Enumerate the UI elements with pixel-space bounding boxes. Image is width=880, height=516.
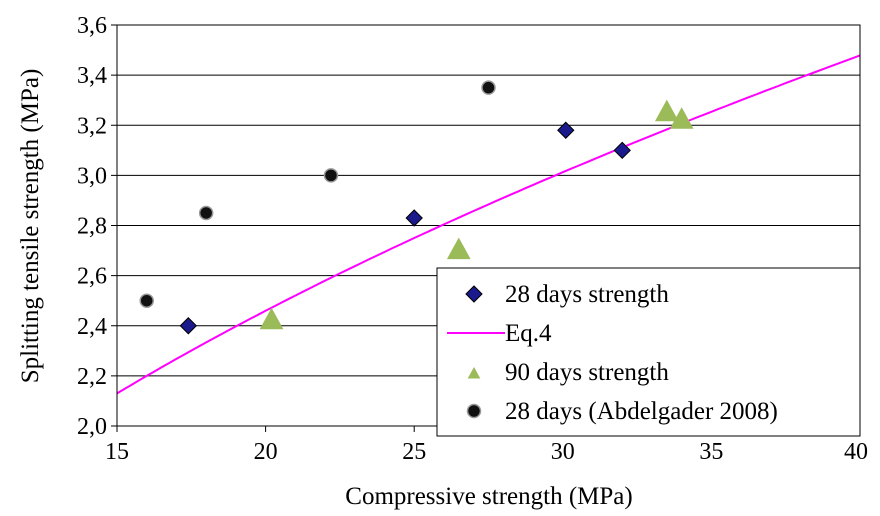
data-markers (139, 80, 694, 335)
legend-marker-swatch (466, 403, 482, 419)
x-tick-label: 25 (402, 439, 426, 465)
data-point-diamond (179, 317, 198, 335)
legend-box (436, 267, 861, 437)
data-point-circle (198, 205, 214, 221)
x-tick-label: 20 (254, 439, 278, 465)
data-point-triangle (259, 307, 284, 330)
legend-label: 28 days strength (505, 281, 669, 308)
y-tick-label: 2,8 (77, 214, 107, 240)
legend: 28 days strength Eq.4 90 days strength 28 d… (436, 267, 861, 437)
x-tick-label: 35 (699, 439, 723, 465)
x-axis-label: Compressive strength (MPa) (345, 483, 632, 510)
y-axis-label: Splitting tensile strength (MPa) (17, 69, 44, 384)
legend-label: 90 days strength (505, 359, 669, 386)
data-point-circle (139, 293, 154, 308)
legend-label: 28 days (Abdelgader 2008) (505, 398, 778, 425)
y-tick-label: 3,4 (77, 63, 107, 89)
axis-ticks: 2,0 2,2 2,4 2,6 2,8 3,0 3,2 3,4 3,6 15 20 25 30 35 40 (77, 13, 868, 465)
y-tick-label: 3,2 (77, 113, 107, 139)
legend-marker-swatch (467, 366, 481, 379)
data-point-diamond (613, 141, 631, 160)
x-tick-label: 15 (105, 439, 129, 465)
y-tick-label: 3,0 (77, 163, 107, 189)
data-point-triangle (669, 107, 694, 129)
eq4-curve (116, 54, 861, 395)
legend-label: Eq.4 (505, 320, 552, 347)
data-point-triangle (654, 99, 679, 122)
data-point-diamond (557, 121, 575, 139)
y-tick-label: 2,0 (77, 414, 107, 440)
data-point-diamond (405, 209, 423, 227)
y-tick-label: 2,2 (77, 364, 107, 390)
data-point-circle (481, 80, 496, 95)
y-tick-label: 3,6 (77, 13, 107, 39)
y-tick-label: 2,6 (77, 264, 107, 290)
x-tick-label: 40 (844, 439, 868, 465)
series-eq4-line (116, 54, 861, 395)
data-point-triangle (446, 237, 471, 260)
legend-marker-swatch (465, 285, 483, 303)
x-tick-label: 30 (551, 439, 575, 465)
y-tick-label: 2,4 (77, 314, 107, 340)
data-point-circle (323, 168, 339, 183)
